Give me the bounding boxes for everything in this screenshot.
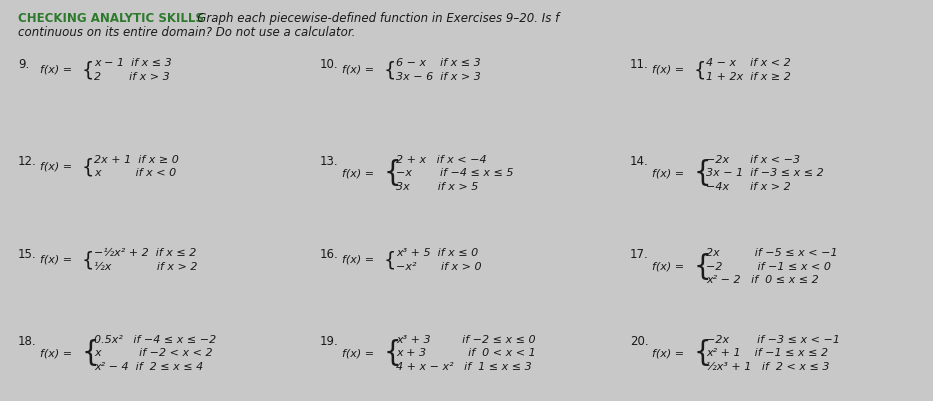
Text: ½x             if x > 2: ½x if x > 2 — [94, 261, 198, 271]
Text: ½x³ + 1   if  2 < x ≤ 3: ½x³ + 1 if 2 < x ≤ 3 — [706, 361, 829, 371]
Text: f(x) =: f(x) = — [342, 348, 374, 358]
Text: 2x          if −5 ≤ x < −1: 2x if −5 ≤ x < −1 — [706, 247, 838, 257]
Text: −4x      if x > 2: −4x if x > 2 — [706, 182, 791, 192]
Text: f(x) =: f(x) = — [40, 161, 72, 171]
Text: f(x) =: f(x) = — [342, 65, 374, 75]
Text: −x        if −4 ≤ x ≤ 5: −x if −4 ≤ x ≤ 5 — [396, 168, 513, 178]
Text: {: { — [384, 159, 401, 187]
Text: −2x        if −3 ≤ x < −1: −2x if −3 ≤ x < −1 — [706, 334, 840, 344]
Text: 1 + 2x  if x ≥ 2: 1 + 2x if x ≥ 2 — [706, 71, 791, 81]
Text: 10.: 10. — [320, 58, 339, 71]
Text: −2          if −1 ≤ x < 0: −2 if −1 ≤ x < 0 — [706, 261, 831, 271]
Text: x + 3            if  0 < x < 1: x + 3 if 0 < x < 1 — [396, 348, 536, 358]
Text: f(x) =: f(x) = — [652, 65, 684, 75]
Text: f(x) =: f(x) = — [40, 65, 72, 75]
Text: {: { — [384, 60, 397, 79]
Text: 17.: 17. — [630, 247, 648, 260]
Text: 6 − x    if x ≤ 3: 6 − x if x ≤ 3 — [396, 58, 480, 68]
Text: −2x      if x < −3: −2x if x < −3 — [706, 155, 801, 164]
Text: 13.: 13. — [320, 155, 339, 168]
Text: 11.: 11. — [630, 58, 648, 71]
Text: 20.: 20. — [630, 334, 648, 347]
Text: {: { — [694, 60, 706, 79]
Text: f(x) =: f(x) = — [652, 261, 684, 271]
Text: 4 − x    if x < 2: 4 − x if x < 2 — [706, 58, 791, 68]
Text: {: { — [384, 339, 401, 367]
Text: f(x) =: f(x) = — [342, 254, 374, 264]
Text: x³ + 5  if x ≤ 0: x³ + 5 if x ≤ 0 — [396, 247, 479, 257]
Text: 15.: 15. — [18, 247, 36, 260]
Text: −x²       if x > 0: −x² if x > 0 — [396, 261, 481, 271]
Text: {: { — [82, 339, 100, 367]
Text: x² + 1    if −1 ≤ x ≤ 2: x² + 1 if −1 ≤ x ≤ 2 — [706, 348, 829, 358]
Text: 2        if x > 3: 2 if x > 3 — [94, 71, 170, 81]
Text: f(x) =: f(x) = — [40, 348, 72, 358]
Text: {: { — [384, 250, 397, 269]
Text: x³ + 3         if −2 ≤ x ≤ 0: x³ + 3 if −2 ≤ x ≤ 0 — [396, 334, 536, 344]
Text: {: { — [82, 250, 94, 269]
Text: x² − 2   if  0 ≤ x ≤ 2: x² − 2 if 0 ≤ x ≤ 2 — [706, 274, 819, 284]
Text: x          if x < 0: x if x < 0 — [94, 168, 176, 178]
Text: 9.: 9. — [18, 58, 29, 71]
Text: 2 + x   if x < −4: 2 + x if x < −4 — [396, 155, 487, 164]
Text: x² − 4  if  2 ≤ x ≤ 4: x² − 4 if 2 ≤ x ≤ 4 — [94, 361, 203, 371]
Text: {: { — [694, 159, 712, 187]
Text: Graph each piecewise-defined function in Exercises 9–20. Is f: Graph each piecewise-defined function in… — [186, 12, 559, 25]
Text: {: { — [82, 157, 94, 176]
Text: f(x) =: f(x) = — [342, 168, 374, 178]
Text: 2x + 1  if x ≥ 0: 2x + 1 if x ≥ 0 — [94, 155, 179, 164]
Text: x           if −2 < x < 2: x if −2 < x < 2 — [94, 348, 213, 358]
Text: −½x² + 2  if x ≤ 2: −½x² + 2 if x ≤ 2 — [94, 247, 196, 257]
Text: 3x        if x > 5: 3x if x > 5 — [396, 182, 479, 192]
Text: f(x) =: f(x) = — [652, 168, 684, 178]
Text: f(x) =: f(x) = — [40, 254, 72, 264]
Text: 16.: 16. — [320, 247, 339, 260]
Text: 4 + x − x²   if  1 ≤ x ≤ 3: 4 + x − x² if 1 ≤ x ≤ 3 — [396, 361, 532, 371]
Text: CHECKING ANALYTIC SKILLS: CHECKING ANALYTIC SKILLS — [18, 12, 204, 25]
Text: 18.: 18. — [18, 334, 36, 347]
Text: {: { — [82, 60, 94, 79]
Text: continuous on its entire domain? Do not use a calculator.: continuous on its entire domain? Do not … — [18, 26, 355, 39]
Text: x − 1  if x ≤ 3: x − 1 if x ≤ 3 — [94, 58, 172, 68]
Text: f(x) =: f(x) = — [652, 348, 684, 358]
Text: {: { — [694, 252, 712, 280]
Text: 3x − 1  if −3 ≤ x ≤ 2: 3x − 1 if −3 ≤ x ≤ 2 — [706, 168, 824, 178]
Text: 19.: 19. — [320, 334, 339, 347]
Text: 14.: 14. — [630, 155, 648, 168]
Text: 3x − 6  if x > 3: 3x − 6 if x > 3 — [396, 71, 480, 81]
Text: {: { — [694, 339, 712, 367]
Text: 12.: 12. — [18, 155, 36, 168]
Text: 0.5x²   if −4 ≤ x ≤ −2: 0.5x² if −4 ≤ x ≤ −2 — [94, 334, 216, 344]
